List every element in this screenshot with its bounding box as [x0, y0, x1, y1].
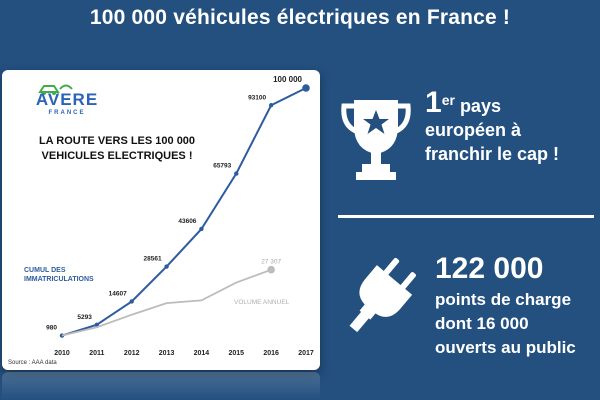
- logo-word: AVERE: [35, 90, 99, 109]
- right-panel: 1er pays européen à franchir le cap ! 12…: [330, 80, 600, 390]
- annuel-series-name: VOLUME ANNUEL: [234, 299, 290, 306]
- card-reflection: [2, 372, 320, 400]
- trophy-icon: [341, 100, 411, 180]
- points-line3: ouverts au public: [435, 338, 576, 357]
- cumul-data-label: 100 000: [273, 75, 302, 84]
- annuel-data-label: 27 307: [261, 259, 281, 266]
- x-tick-label: 2010: [54, 350, 70, 357]
- headline: 100 000 véhicules électriques en France …: [89, 6, 511, 29]
- cumul-point: [164, 264, 169, 269]
- cumul-data-label: 14607: [109, 290, 127, 297]
- cumul-point: [129, 299, 134, 304]
- cumul-data-label: 93100: [248, 94, 266, 101]
- card-title-line1: LA ROUTE VERS LES 100 000: [38, 135, 196, 147]
- cumul-point: [268, 103, 274, 108]
- cumul-point: [199, 226, 204, 232]
- x-tick-label: 2012: [124, 350, 140, 357]
- cumul-data-label: 980: [46, 325, 57, 332]
- avere-logo: AVERE FRANCE: [32, 78, 102, 128]
- annuel-point: [267, 265, 275, 274]
- x-tick-label: 2014: [194, 350, 210, 357]
- rank-text: 1er pays européen à franchir le cap !: [425, 88, 600, 166]
- rank-line3: franchir le cap !: [425, 144, 560, 164]
- x-tick-label: 2011: [89, 350, 104, 357]
- x-tick-label: 2013: [159, 350, 175, 357]
- card-title-line2: VEHICULES ELECTRIQUES !: [41, 150, 193, 162]
- cumul-point: [302, 84, 310, 92]
- chart-card: AVERE FRANCE LA ROUTE VERS LES 100 000 V…: [2, 70, 320, 370]
- x-tick-label: 2015: [228, 350, 244, 357]
- rank-line1: 1er pays: [425, 88, 600, 118]
- cumul-data-label: 43606: [178, 218, 196, 225]
- cumul-series-name: CUMUL DES: [24, 267, 66, 274]
- logo-sub: FRANCE: [48, 110, 86, 116]
- rank-line2: européen à: [425, 120, 522, 140]
- cumul-series-name-line2: IMMATRICULATIONS: [24, 276, 94, 283]
- points-line2: dont 16 000: [435, 314, 529, 333]
- plug-icon: [349, 257, 416, 333]
- points-line1: points de charge: [435, 290, 572, 309]
- card-title: LA ROUTE VERS LES 100 000 VEHICULES ELEC…: [12, 134, 222, 164]
- points-text: points de charge dont 16 000 ouverts au …: [435, 288, 600, 360]
- points-count: 122 000: [435, 252, 544, 285]
- rank-number: 1: [425, 86, 442, 119]
- line-chart: 2010 2011 2012 2013 2014 2015 2016 2017 980 5293 1…: [24, 75, 314, 357]
- cumul-data-label: 65793: [213, 163, 231, 170]
- x-tick-label: 2016: [263, 350, 279, 357]
- source-note: Source : AAA data: [8, 360, 57, 366]
- x-tick-label: 2017: [298, 350, 314, 357]
- rank-suffix: er: [441, 92, 455, 108]
- rank-word: pays: [459, 96, 501, 116]
- cumul-point: [234, 171, 239, 176]
- cumul-data-label: 28561: [143, 256, 161, 263]
- cumul-data-label: 5293: [77, 314, 92, 321]
- annuel-series-line: [61, 268, 272, 337]
- divider: [338, 215, 594, 218]
- car-plug-icon: [38, 84, 73, 95]
- cumul-series-line: [61, 87, 307, 337]
